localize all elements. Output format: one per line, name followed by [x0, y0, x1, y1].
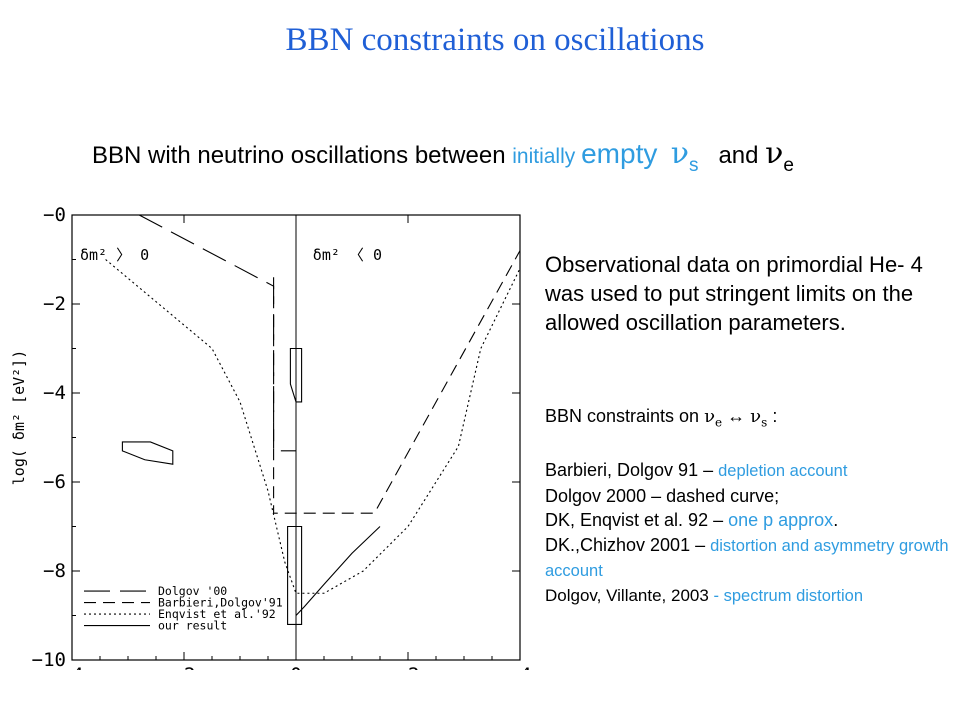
x-tick-label: −4 [509, 664, 532, 670]
oscillation-arrow: ↔ [727, 406, 746, 426]
y-tick-label: −0 [43, 204, 66, 226]
x-tick-label: −2 [173, 664, 196, 670]
nu-s-subscript: s [688, 155, 699, 176]
subtitle-part-3: empty [581, 138, 658, 169]
y-tick-label: −2 [43, 293, 66, 315]
constraints-suffix: : [772, 406, 778, 426]
y-tick-label: −6 [43, 471, 66, 493]
series-line-3 [295, 526, 381, 616]
series-line-1 [273, 250, 521, 514]
nu-s-symbol: ν [670, 136, 689, 171]
constraints-prefix: BBN constraints on [545, 406, 705, 426]
series-line-2 [105, 259, 521, 594]
annotation-negative: δm² 〈 0 [313, 246, 382, 264]
reference-item: Barbieri, Dolgov 91 – depletion account [545, 460, 848, 480]
nu-e-subscript: e [783, 155, 794, 176]
exclusion-plot: −4−20−2−4−0−2−4−6−8−10 log(sin²2ϑ)log( δ… [10, 204, 532, 670]
x-tick-label: −2 [397, 664, 420, 670]
nu-s-symbol-2: νs [750, 406, 768, 430]
slide-title: BBN constraints on oscillations [285, 22, 705, 58]
legend-label-0: Dolgov '00 [158, 584, 227, 598]
y-tick-label: −10 [32, 649, 66, 670]
contour-0 [121, 441, 174, 465]
legend-label-2: Enqvist et al.'92 [158, 607, 276, 621]
observational-text: Observational data on primordial He- 4 w… [545, 252, 923, 335]
x-tick-label: −4 [61, 664, 84, 670]
y-axis-label: log( δm² [eV²]) [10, 350, 28, 485]
subtitle: BBN with neutrino oscillations between i… [92, 136, 952, 176]
nu-e-symbol: ν [765, 136, 784, 171]
references-list: Barbieri, Dolgov 91 – depletion account … [545, 458, 950, 608]
y-tick-label: −8 [43, 560, 66, 582]
reference-item: DK.,Chizhov 2001 – distortion and asymme… [545, 534, 949, 581]
reference-item: Dolgov, Villante, 2003 - spectrum distor… [545, 585, 864, 605]
nu-e-symbol-2: νe [704, 406, 723, 430]
subtitle-part-4: and [718, 142, 766, 169]
subtitle-part-2: initially [512, 145, 582, 168]
reference-item: Dolgov 2000 – dashed curve; [545, 485, 780, 506]
contour-1 [289, 347, 303, 403]
annotation-positive: δm² 〉 0 [80, 246, 149, 264]
series-line-0 [138, 214, 296, 452]
y-tick-label: −4 [43, 382, 66, 404]
subtitle-part-1: BBN with neutrino oscillations between [92, 142, 513, 169]
contour-2 [287, 525, 303, 625]
constraints-label: BBN constraints on νe ↔ νs : [545, 406, 950, 430]
legend-label-3: our result [158, 619, 227, 633]
legend-label-1: Barbieri,Dolgov'91 [158, 596, 283, 610]
reference-item: DK, Enqvist et al. 92 – one p approx. [545, 510, 839, 530]
x-tick-label: 0 [290, 664, 301, 670]
